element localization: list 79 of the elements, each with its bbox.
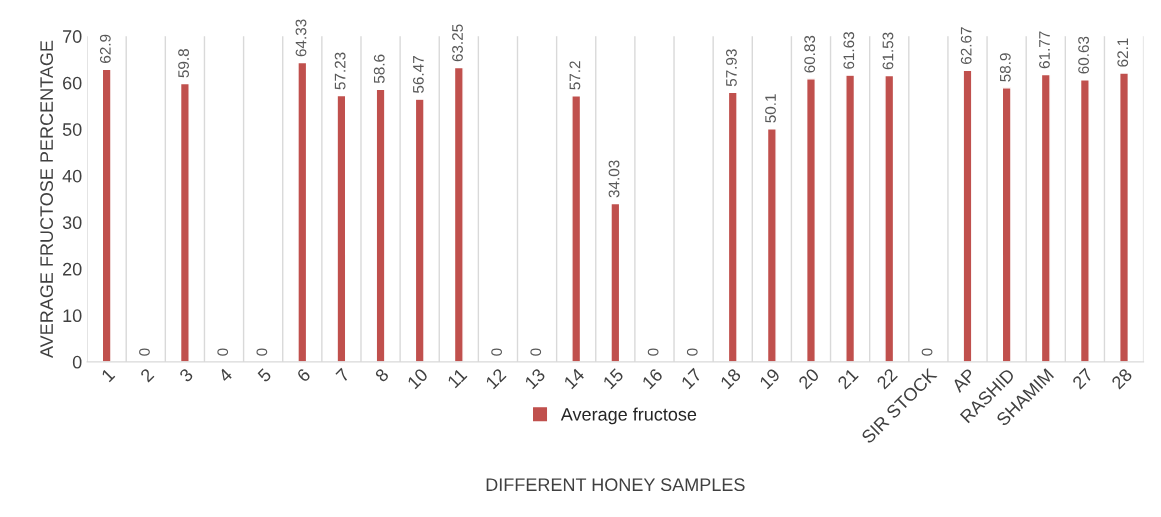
data-label: 60.83: [804, 35, 816, 73]
x-tick-label: 10: [406, 367, 429, 390]
bar: [336, 94, 347, 362]
y-tick-label: 70: [63, 30, 82, 43]
legend-label: Average fructose: [560, 407, 697, 425]
bar: [101, 68, 112, 362]
data-label: 58.9: [999, 53, 1011, 82]
bar: [805, 78, 816, 362]
x-tick-label: 1: [100, 367, 116, 383]
x-tick-label: 15: [602, 367, 625, 390]
data-label: 0: [921, 348, 933, 356]
bar: [571, 95, 582, 362]
bar: [453, 66, 464, 362]
data-label: 63.25: [452, 24, 463, 62]
x-tick-label: 18: [719, 367, 742, 390]
bar: [1001, 87, 1012, 362]
data-label: 57.93: [726, 49, 737, 87]
data-label: 61.63: [843, 32, 855, 69]
data-label: 62.1: [1117, 38, 1129, 67]
y-tick-label: 30: [62, 216, 82, 230]
bar: [610, 202, 621, 362]
x-tick-label: 7: [335, 367, 351, 383]
x-tick-label: 11: [446, 367, 468, 389]
x-tick-label: 3: [178, 367, 194, 383]
x-tick-label: 6: [296, 367, 312, 383]
data-label: 62.9: [99, 34, 111, 63]
x-axis-title: DIFFERENT HONEY SAMPLES: [486, 478, 745, 492]
x-tick-label: 5: [257, 367, 272, 383]
bar: [727, 91, 738, 362]
bar: [962, 69, 973, 362]
data-label: 0: [491, 348, 503, 356]
y-tick-label: 40: [62, 169, 82, 183]
data-label: 57.2: [569, 61, 581, 90]
y-tick-label: 20: [63, 262, 82, 276]
data-label: 0: [139, 348, 150, 356]
data-label: 0: [217, 348, 229, 356]
x-tick-label: 13: [524, 367, 546, 390]
x-tick-label: 17: [680, 367, 703, 390]
x-tick-label: 20: [797, 367, 820, 390]
bar: [1119, 72, 1130, 362]
data-label: 0: [256, 348, 268, 356]
x-tick-label: 14: [563, 367, 586, 390]
x-tick-label: 12: [485, 367, 507, 390]
y-tick-label: 50: [62, 123, 82, 136]
x-tick-label: 27: [1071, 367, 1094, 390]
bar: [297, 61, 308, 362]
x-tick-label: 21: [836, 367, 859, 390]
data-label: 50.1: [765, 94, 776, 123]
y-tick-label: 10: [63, 309, 82, 323]
data-label: 0: [686, 348, 698, 356]
bar: [766, 128, 777, 362]
bar: [375, 88, 386, 362]
data-label: 64.33: [295, 19, 307, 57]
data-label: 61.53: [882, 32, 894, 70]
bar: [414, 98, 425, 362]
x-tick-label: 2: [139, 367, 155, 383]
y-tick-label: 60: [63, 76, 82, 90]
bar: [1079, 79, 1090, 362]
x-tick-label: 8: [374, 367, 390, 383]
data-label: 61.77: [1039, 31, 1050, 69]
data-label: 58.6: [373, 54, 385, 84]
data-label: 59.8: [178, 49, 189, 78]
bar: [179, 82, 190, 362]
bar: [845, 74, 856, 362]
data-label: 0: [530, 348, 542, 356]
x-tick-label: 16: [641, 367, 664, 390]
data-label: 60.63: [1078, 36, 1089, 74]
y-axis-title: AVERAGE FRUCTOSE PERCENTAGE: [40, 40, 54, 359]
data-label: 34.03: [608, 160, 620, 198]
data-label: 56.47: [412, 56, 424, 93]
x-tick-label: 4: [217, 367, 233, 383]
bar: [1040, 73, 1051, 362]
data-label: 62.67: [960, 27, 972, 64]
data-label: 0: [647, 348, 659, 356]
x-tick-label: 19: [758, 367, 781, 390]
bar: [884, 74, 895, 362]
y-tick-label: 0: [72, 355, 82, 369]
data-label: 57.23: [334, 52, 346, 90]
x-tick-label: 28: [1110, 367, 1133, 390]
